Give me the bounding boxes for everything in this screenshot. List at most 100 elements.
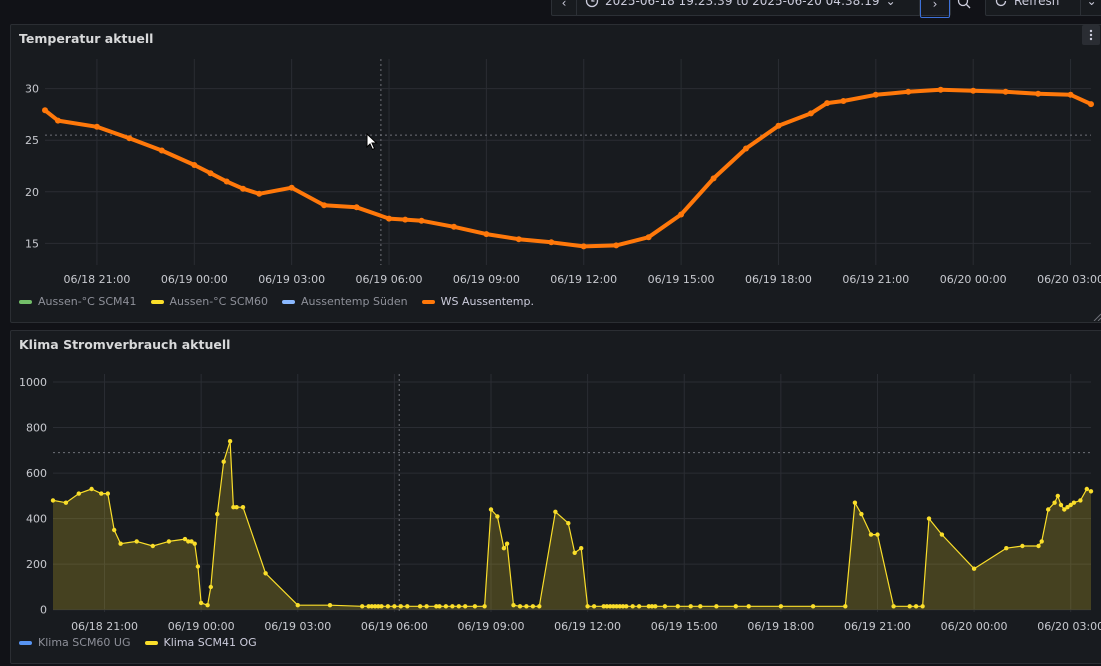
data-point xyxy=(295,603,300,608)
data-point xyxy=(1065,505,1070,510)
data-point xyxy=(580,243,587,250)
legend-swatch xyxy=(421,299,435,304)
x-tick-label: 06/19 15:00 xyxy=(648,273,715,286)
legend-item-scm41[interactable]: Aussen-°C SCM41 xyxy=(19,295,137,308)
legend-swatch xyxy=(150,299,164,304)
data-point xyxy=(1020,543,1025,549)
data-point xyxy=(198,600,204,606)
data-point xyxy=(1062,507,1067,512)
y-tick-label: 1000 xyxy=(19,376,47,389)
x-tick-label: 06/20 03:00 xyxy=(1037,620,1101,633)
data-point xyxy=(678,211,685,218)
data-point xyxy=(537,604,542,609)
data-point xyxy=(585,604,590,609)
data-point xyxy=(1088,101,1094,108)
data-point xyxy=(617,604,622,609)
separator xyxy=(576,0,577,15)
data-point xyxy=(1071,500,1077,505)
data-point xyxy=(645,234,652,241)
data-point xyxy=(662,604,668,609)
data-point xyxy=(872,91,879,98)
separator xyxy=(1080,0,1082,15)
data-point xyxy=(369,604,374,609)
refresh-label: Refresh xyxy=(1014,0,1060,8)
data-point xyxy=(134,539,139,544)
data-point xyxy=(195,564,201,569)
x-tick-label: 06/19 06:00 xyxy=(361,620,428,633)
power-chart[interactable]: 0 200 400 600 800 1000 06/18 21:00 06/19 00:00 0… xyxy=(11,331,1101,633)
data-point xyxy=(743,145,749,152)
series-line xyxy=(43,87,1092,249)
data-point xyxy=(1067,91,1074,98)
legend-item-scm60[interactable]: Aussen-°C SCM60 xyxy=(150,295,268,308)
data-point xyxy=(372,604,378,609)
y-tick-label: 400 xyxy=(26,513,47,526)
x-tick-label: 06/19 09:00 xyxy=(453,273,520,286)
data-point xyxy=(376,604,381,609)
shift-back-button[interactable]: ‹ xyxy=(552,0,576,15)
time-range-text: 2025-06-18 19:23:39 to 2025-06-20 04:38:… xyxy=(605,0,880,8)
data-point xyxy=(227,439,233,444)
data-point xyxy=(511,603,516,608)
legend-label: Klima SCM60 UG xyxy=(38,636,131,649)
legend-item-scm41-og[interactable]: Klima SCM41 OG xyxy=(144,636,257,649)
data-point xyxy=(1035,90,1042,97)
data-point xyxy=(327,603,333,608)
legend-label: WS Aussentemp. xyxy=(440,295,534,308)
data-point xyxy=(710,175,717,182)
data-point xyxy=(530,604,536,609)
data-point xyxy=(450,604,455,609)
data-point xyxy=(366,604,371,609)
refresh-interval-dropdown[interactable]: ⌄ xyxy=(1081,0,1101,15)
data-point xyxy=(778,604,784,609)
zoom-out-button[interactable] xyxy=(951,0,977,14)
temperature-chart[interactable]: 15 20 25 30 06/18 21:00 06/19 00:00 06/19 03:0… xyxy=(11,25,1101,295)
zoom-out-icon xyxy=(957,0,971,9)
data-point xyxy=(321,202,328,209)
data-point xyxy=(402,216,409,223)
data-point xyxy=(482,604,487,609)
legend-item-ws[interactable]: WS Aussentemp. xyxy=(421,295,534,308)
data-point xyxy=(1052,500,1057,505)
data-point xyxy=(501,546,507,551)
x-tick-label: 06/19 12:00 xyxy=(550,273,617,286)
x-tick-label: 06/19 21:00 xyxy=(842,273,909,286)
legend-item-sueden[interactable]: Aussentemp Süden xyxy=(282,295,408,308)
time-range-picker[interactable]: 2025-06-18 19:23:39 to 2025-06-20 04:38:… xyxy=(577,0,919,15)
data-point xyxy=(604,604,610,609)
data-point xyxy=(392,604,397,609)
top-toolbar: ‹ 2025-06-18 19:23:39 to 2025-06-20 04:3… xyxy=(0,0,1101,28)
data-point xyxy=(601,604,606,609)
data-point xyxy=(158,147,165,154)
data-point xyxy=(386,215,392,222)
x-tick-label: 06/19 06:00 xyxy=(356,273,423,286)
data-point xyxy=(182,536,188,542)
y-tick-label: 30 xyxy=(25,83,39,96)
data-point xyxy=(852,500,858,505)
data-point xyxy=(456,604,461,609)
data-point xyxy=(630,604,635,609)
legend-label: Aussen-°C SCM41 xyxy=(38,295,137,308)
data-point xyxy=(859,511,864,517)
data-point xyxy=(1002,88,1009,95)
data-point xyxy=(553,509,558,514)
y-tick-label: 800 xyxy=(26,422,47,435)
data-point xyxy=(611,604,616,609)
data-point xyxy=(1004,546,1009,551)
refresh-button[interactable]: Refresh xyxy=(986,0,1080,15)
data-point xyxy=(191,162,198,168)
x-tick-label: 06/18 21:00 xyxy=(71,620,138,633)
mouse-cursor-icon xyxy=(366,133,378,151)
panel-menu-button[interactable] xyxy=(1082,25,1100,45)
shift-forward-button[interactable]: › xyxy=(920,0,950,18)
legend-item-scm60-ug[interactable]: Klima SCM60 UG xyxy=(19,636,131,649)
data-point xyxy=(385,604,391,609)
data-point xyxy=(207,170,214,177)
data-point xyxy=(1046,507,1051,512)
data-point xyxy=(437,604,442,609)
legend-swatch xyxy=(19,640,32,645)
data-point xyxy=(824,100,831,107)
data-point xyxy=(1084,486,1090,492)
data-point xyxy=(714,604,719,609)
resize-handle[interactable] xyxy=(1093,313,1101,321)
